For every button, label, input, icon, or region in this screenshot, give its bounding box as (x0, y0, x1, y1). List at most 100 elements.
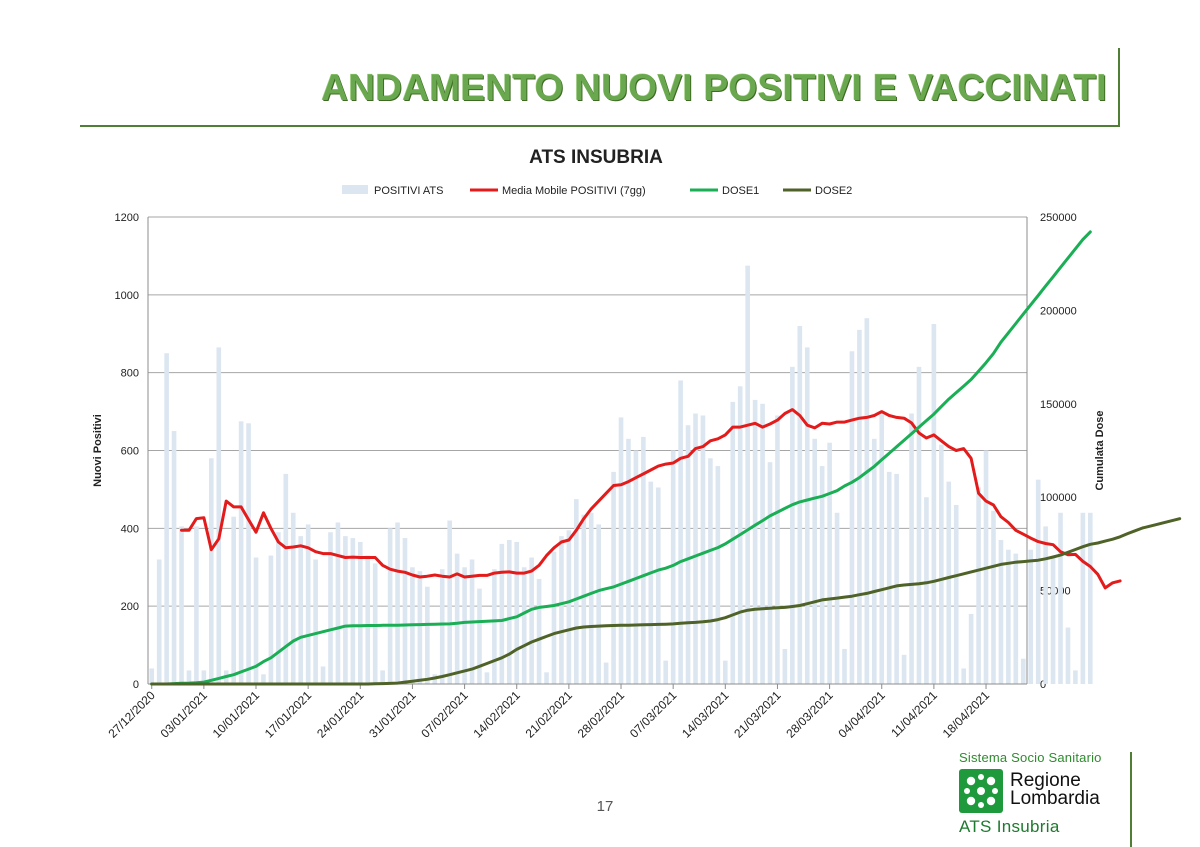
logo-org-text: Sistema Socio Sanitario (959, 750, 1102, 765)
bar (767, 462, 773, 684)
y-axis-title: Nuovi Positivi (92, 414, 104, 487)
x-tick-label: 31/01/2021 (366, 688, 419, 741)
bar (924, 497, 929, 684)
bar (879, 413, 885, 684)
legend-label: POSITIVI ATS (374, 185, 443, 197)
bar (477, 588, 482, 684)
y-tick-label: 200 (121, 601, 139, 613)
bar (276, 532, 281, 684)
bar (894, 473, 899, 684)
bar (648, 481, 654, 684)
bar (782, 648, 788, 684)
y-tick-label: 600 (121, 446, 139, 458)
bar (819, 466, 825, 684)
bar (484, 672, 490, 684)
bar (1058, 512, 1063, 684)
bar (655, 487, 661, 684)
y2-tick-label: 200000 (1040, 305, 1077, 317)
bar (417, 571, 423, 684)
y-tick-label: 400 (121, 523, 139, 535)
legend-swatch (342, 185, 368, 194)
bar (775, 415, 780, 684)
bar (1080, 512, 1086, 684)
bar (790, 366, 795, 684)
bar (797, 325, 803, 684)
bar (156, 559, 162, 684)
y2-axis-title: Cumulata Dose (1094, 410, 1106, 490)
bar (253, 557, 259, 684)
bar (745, 265, 750, 684)
x-tick-label: 24/01/2021 (314, 688, 367, 741)
bar (916, 366, 922, 684)
bar (588, 512, 594, 684)
y2-tick-label: 100000 (1040, 492, 1077, 504)
bar (1013, 553, 1019, 684)
bar (387, 528, 393, 684)
x-tick-label: 04/04/2021 (835, 688, 888, 741)
bar (931, 324, 937, 684)
bar (179, 526, 184, 684)
bar (626, 438, 631, 684)
bar (715, 466, 721, 684)
y2-tick-label: 150000 (1040, 399, 1077, 411)
x-tick-label: 28/03/2021 (783, 688, 836, 741)
bar (581, 514, 587, 684)
rosa-camuna-icon (959, 769, 1003, 813)
bar (559, 536, 564, 684)
y-tick-label: 800 (121, 368, 139, 380)
bar (231, 516, 236, 684)
page-number: 17 (596, 798, 614, 815)
bar (283, 473, 289, 684)
media-mobile-line (180, 408, 1122, 590)
bar (574, 499, 579, 684)
bar (723, 660, 728, 684)
bar (357, 541, 363, 684)
bar (1050, 557, 1056, 684)
title-divider (80, 125, 1120, 127)
bar (946, 481, 952, 684)
bar (730, 401, 736, 684)
bar (499, 543, 505, 684)
bar (641, 436, 646, 684)
bar (693, 413, 698, 684)
y-tick-label: 1200 (115, 212, 139, 224)
bar (544, 672, 549, 684)
x-tick-label: 14/02/2021 (470, 688, 523, 741)
bar (328, 532, 333, 684)
dose1-line (150, 230, 1092, 686)
bar (186, 670, 192, 684)
y2-tick-label: 0 (1040, 679, 1046, 691)
bar (1043, 526, 1048, 684)
x-tick-label: 21/03/2021 (731, 688, 784, 741)
bar (708, 458, 713, 684)
bar (611, 471, 616, 684)
bar (1006, 549, 1011, 684)
x-tick-label: 07/03/2021 (627, 688, 680, 741)
bar (492, 569, 497, 684)
logo-unit-text: ATS Insubria (959, 817, 1060, 836)
bar (335, 522, 341, 684)
bar (842, 648, 847, 684)
bar (901, 654, 907, 684)
x-tick-label: 03/01/2021 (158, 688, 211, 741)
bar (149, 668, 155, 684)
bar (402, 538, 408, 684)
bar (350, 538, 356, 684)
bar (216, 347, 222, 684)
bar (514, 541, 520, 684)
y-tick-label: 1000 (115, 290, 139, 302)
bar (305, 524, 311, 684)
bar (380, 670, 385, 684)
title-divider-vertical (1118, 48, 1120, 127)
bar (939, 444, 944, 684)
bar (849, 351, 855, 684)
bar (663, 660, 669, 684)
bar (685, 425, 691, 684)
bar (268, 555, 274, 684)
bar (1073, 670, 1078, 684)
bar (752, 399, 758, 684)
bar (760, 403, 765, 684)
bar (506, 540, 512, 684)
bar (812, 438, 818, 684)
bar (454, 553, 460, 684)
